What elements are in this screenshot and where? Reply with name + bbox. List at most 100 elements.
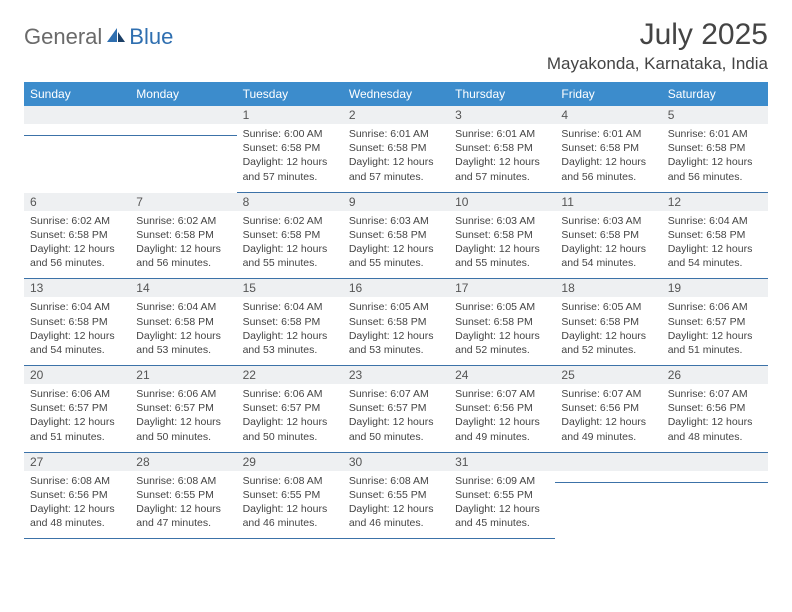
sunset-text: Sunset: 6:58 PM [561, 228, 655, 242]
day-number: 17 [449, 279, 555, 297]
day-number: 9 [343, 193, 449, 211]
logo-text-blue: Blue [129, 24, 173, 50]
day-body: Sunrise: 6:01 AMSunset: 6:58 PMDaylight:… [555, 124, 661, 192]
day-number: 22 [237, 366, 343, 384]
daylight-text: Daylight: 12 hours and 54 minutes. [668, 242, 762, 270]
day-body: Sunrise: 6:03 AMSunset: 6:58 PMDaylight:… [449, 211, 555, 279]
calendar-cell [555, 453, 661, 540]
day-body: Sunrise: 6:04 AMSunset: 6:58 PMDaylight:… [662, 211, 768, 279]
day-number: 15 [237, 279, 343, 297]
day-body: Sunrise: 6:08 AMSunset: 6:56 PMDaylight:… [24, 471, 130, 539]
calendar-row: 1Sunrise: 6:00 AMSunset: 6:58 PMDaylight… [24, 106, 768, 193]
sunset-text: Sunset: 6:58 PM [349, 141, 443, 155]
day-number: 21 [130, 366, 236, 384]
sunrise-text: Sunrise: 6:08 AM [349, 474, 443, 488]
calendar-cell: 3Sunrise: 6:01 AMSunset: 6:58 PMDaylight… [449, 106, 555, 193]
sunset-text: Sunset: 6:58 PM [136, 315, 230, 329]
day-number: 18 [555, 279, 661, 297]
day-number: 16 [343, 279, 449, 297]
day-number: 1 [237, 106, 343, 124]
calendar-cell: 17Sunrise: 6:05 AMSunset: 6:58 PMDayligh… [449, 279, 555, 366]
logo: General Blue [24, 24, 173, 50]
day-number: 6 [24, 193, 130, 211]
page-title: July 2025 [547, 18, 768, 52]
day-number [662, 453, 768, 471]
weekday-header: Wednesday [343, 82, 449, 106]
calendar-cell: 22Sunrise: 6:06 AMSunset: 6:57 PMDayligh… [237, 366, 343, 453]
sunrise-text: Sunrise: 6:03 AM [455, 214, 549, 228]
day-body: Sunrise: 6:01 AMSunset: 6:58 PMDaylight:… [449, 124, 555, 192]
sunrise-text: Sunrise: 6:09 AM [455, 474, 549, 488]
daylight-text: Daylight: 12 hours and 45 minutes. [455, 502, 549, 530]
day-body: Sunrise: 6:08 AMSunset: 6:55 PMDaylight:… [130, 471, 236, 539]
sunset-text: Sunset: 6:58 PM [668, 141, 762, 155]
day-body: Sunrise: 6:07 AMSunset: 6:56 PMDaylight:… [449, 384, 555, 452]
calendar-cell: 10Sunrise: 6:03 AMSunset: 6:58 PMDayligh… [449, 193, 555, 280]
calendar-cell: 21Sunrise: 6:06 AMSunset: 6:57 PMDayligh… [130, 366, 236, 453]
daylight-text: Daylight: 12 hours and 55 minutes. [349, 242, 443, 270]
day-body: Sunrise: 6:05 AMSunset: 6:58 PMDaylight:… [343, 297, 449, 365]
day-body: Sunrise: 6:05 AMSunset: 6:58 PMDaylight:… [449, 297, 555, 365]
calendar-cell [24, 106, 130, 193]
sunrise-text: Sunrise: 6:04 AM [30, 300, 124, 314]
sunrise-text: Sunrise: 6:03 AM [561, 214, 655, 228]
calendar-cell: 8Sunrise: 6:02 AMSunset: 6:58 PMDaylight… [237, 193, 343, 280]
location-text: Mayakonda, Karnataka, India [547, 54, 768, 74]
sunset-text: Sunset: 6:58 PM [136, 228, 230, 242]
day-number: 5 [662, 106, 768, 124]
sunset-text: Sunset: 6:56 PM [668, 401, 762, 415]
day-body: Sunrise: 6:07 AMSunset: 6:56 PMDaylight:… [555, 384, 661, 452]
sunset-text: Sunset: 6:56 PM [455, 401, 549, 415]
sunrise-text: Sunrise: 6:05 AM [455, 300, 549, 314]
sunrise-text: Sunrise: 6:01 AM [561, 127, 655, 141]
calendar-cell: 6Sunrise: 6:02 AMSunset: 6:58 PMDaylight… [24, 193, 130, 280]
daylight-text: Daylight: 12 hours and 56 minutes. [668, 155, 762, 183]
sunset-text: Sunset: 6:55 PM [349, 488, 443, 502]
sunrise-text: Sunrise: 6:01 AM [455, 127, 549, 141]
sunset-text: Sunset: 6:57 PM [243, 401, 337, 415]
daylight-text: Daylight: 12 hours and 53 minutes. [349, 329, 443, 357]
weekday-header: Monday [130, 82, 236, 106]
sunset-text: Sunset: 6:57 PM [30, 401, 124, 415]
day-body: Sunrise: 6:03 AMSunset: 6:58 PMDaylight:… [343, 211, 449, 279]
weekday-header-row: SundayMondayTuesdayWednesdayThursdayFrid… [24, 82, 768, 106]
sunset-text: Sunset: 6:55 PM [136, 488, 230, 502]
sunset-text: Sunset: 6:58 PM [349, 315, 443, 329]
calendar-cell: 28Sunrise: 6:08 AMSunset: 6:55 PMDayligh… [130, 453, 236, 540]
sunrise-text: Sunrise: 6:03 AM [349, 214, 443, 228]
sunrise-text: Sunrise: 6:01 AM [668, 127, 762, 141]
sunrise-text: Sunrise: 6:04 AM [243, 300, 337, 314]
day-body [130, 124, 236, 135]
daylight-text: Daylight: 12 hours and 57 minutes. [243, 155, 337, 183]
day-body: Sunrise: 6:07 AMSunset: 6:57 PMDaylight:… [343, 384, 449, 452]
sunrise-text: Sunrise: 6:05 AM [349, 300, 443, 314]
logo-text-general: General [24, 24, 102, 50]
weekday-header: Friday [555, 82, 661, 106]
daylight-text: Daylight: 12 hours and 57 minutes. [349, 155, 443, 183]
calendar-cell: 14Sunrise: 6:04 AMSunset: 6:58 PMDayligh… [130, 279, 236, 366]
sunrise-text: Sunrise: 6:07 AM [349, 387, 443, 401]
sunrise-text: Sunrise: 6:07 AM [455, 387, 549, 401]
sunset-text: Sunset: 6:57 PM [349, 401, 443, 415]
daylight-text: Daylight: 12 hours and 56 minutes. [561, 155, 655, 183]
sunset-text: Sunset: 6:58 PM [561, 315, 655, 329]
sunset-text: Sunset: 6:58 PM [668, 228, 762, 242]
day-number: 4 [555, 106, 661, 124]
sunset-text: Sunset: 6:58 PM [349, 228, 443, 242]
day-number: 30 [343, 453, 449, 471]
sunset-text: Sunset: 6:58 PM [455, 141, 549, 155]
calendar-cell: 25Sunrise: 6:07 AMSunset: 6:56 PMDayligh… [555, 366, 661, 453]
calendar-row: 6Sunrise: 6:02 AMSunset: 6:58 PMDaylight… [24, 193, 768, 280]
weekday-header: Sunday [24, 82, 130, 106]
daylight-text: Daylight: 12 hours and 46 minutes. [349, 502, 443, 530]
day-number: 29 [237, 453, 343, 471]
day-number: 26 [662, 366, 768, 384]
sunrise-text: Sunrise: 6:02 AM [30, 214, 124, 228]
day-number: 19 [662, 279, 768, 297]
sunrise-text: Sunrise: 6:06 AM [136, 387, 230, 401]
sunset-text: Sunset: 6:57 PM [668, 315, 762, 329]
daylight-text: Daylight: 12 hours and 54 minutes. [30, 329, 124, 357]
daylight-text: Daylight: 12 hours and 55 minutes. [243, 242, 337, 270]
day-number: 7 [130, 193, 236, 211]
daylight-text: Daylight: 12 hours and 56 minutes. [136, 242, 230, 270]
